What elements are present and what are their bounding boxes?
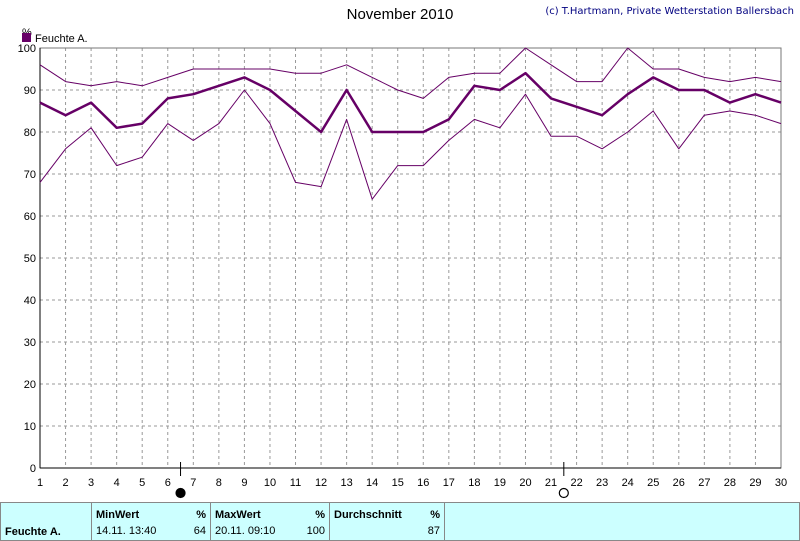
y-tick-label: 80 <box>24 127 36 139</box>
max-value: 100 <box>306 525 325 537</box>
x-tick-label: 8 <box>216 477 222 489</box>
x-tick-label: 7 <box>190 477 196 489</box>
x-tick-label: 29 <box>749 477 761 489</box>
moon-phase-markers <box>175 462 569 499</box>
y-tick-label: 90 <box>24 85 36 97</box>
x-tick-label: 21 <box>545 477 557 489</box>
full-moon-icon <box>558 487 569 499</box>
y-tick-label: 60 <box>24 211 36 223</box>
x-tick-label: 10 <box>264 477 276 489</box>
y-tick-label: 20 <box>24 379 36 391</box>
min-value-cell: MinWert% 14.11. 13:40 64 <box>91 502 211 541</box>
x-tick-label: 20 <box>519 477 531 489</box>
max-header: MaxWert <box>215 509 261 521</box>
x-tick-label: 9 <box>241 477 247 489</box>
statistics-table: Feuchte A. MinWert% 14.11. 13:40 64 MaxWe… <box>0 502 800 541</box>
x-tick-label: 28 <box>724 477 736 489</box>
average-value-cell: Durchschnitt% 87 <box>329 502 445 541</box>
x-tick-label: 30 <box>775 477 787 489</box>
x-tick-label: 18 <box>468 477 480 489</box>
x-tick-label: 25 <box>647 477 659 489</box>
min-value: 64 <box>193 525 206 537</box>
grid-lines <box>40 47 781 468</box>
y-tick-label: 100 <box>18 43 36 55</box>
legend-swatch <box>22 33 31 42</box>
min-unit: % <box>196 509 206 521</box>
x-tick-label: 3 <box>88 477 94 489</box>
x-tick-label: 6 <box>165 477 171 489</box>
max-value-cell: MaxWert% 20.11. 09:10 100 <box>210 502 330 541</box>
legend-label: Feuchte A. <box>35 33 88 45</box>
x-tick-label: 14 <box>366 477 378 489</box>
y-tick-label: 0 <box>30 463 36 475</box>
series-line-max <box>39 47 782 99</box>
x-tick-label: 22 <box>570 477 582 489</box>
chart-title: November 2010 <box>346 6 454 23</box>
x-tick-label: 23 <box>596 477 608 489</box>
x-tick-label: 2 <box>62 477 68 489</box>
min-time: 14.11. 13:40 <box>96 525 157 537</box>
x-tick-label: 1 <box>37 477 43 489</box>
new-moon-icon <box>175 487 186 499</box>
max-time: 20.11. 09:10 <box>215 525 276 537</box>
x-tick-label: 24 <box>622 477 634 489</box>
copyright-text: (c) T.Hartmann, Private Wetterstation Ba… <box>545 6 794 17</box>
x-tick-label: 27 <box>698 477 710 489</box>
x-tick-label: 5 <box>139 477 145 489</box>
x-tick-label: 15 <box>392 477 404 489</box>
axes <box>39 47 782 469</box>
y-tick-label: 50 <box>24 253 36 265</box>
x-tick-label: 19 <box>494 477 506 489</box>
avg-header: Durchschnitt <box>334 509 402 521</box>
y-tick-label: 70 <box>24 169 36 181</box>
x-tick-label: 26 <box>673 477 685 489</box>
y-tick-label: 40 <box>24 295 36 307</box>
stats-empty-cell <box>444 502 800 541</box>
series-lines <box>39 47 782 200</box>
y-tick-label: 10 <box>24 421 36 433</box>
series-line-min <box>39 89 782 200</box>
y-tick-label: 30 <box>24 337 36 349</box>
x-tick-label: 11 <box>290 477 301 489</box>
x-tick-label: 13 <box>340 477 352 489</box>
x-tick-label: 17 <box>443 477 455 489</box>
avg-value: 87 <box>427 525 440 537</box>
max-unit: % <box>315 509 325 521</box>
stats-row-label: Feuchte A. <box>0 502 92 541</box>
x-tick-label: 16 <box>417 477 429 489</box>
x-tick-label: 4 <box>114 477 120 489</box>
avg-unit: % <box>430 509 440 521</box>
series-line-mean <box>39 71 782 134</box>
min-header: MinWert <box>96 509 140 521</box>
x-tick-label: 12 <box>315 477 327 489</box>
plot-frame <box>39 47 782 469</box>
humidity-line-chart: % Feuchte A. 010203040506070809010012345… <box>18 27 787 499</box>
